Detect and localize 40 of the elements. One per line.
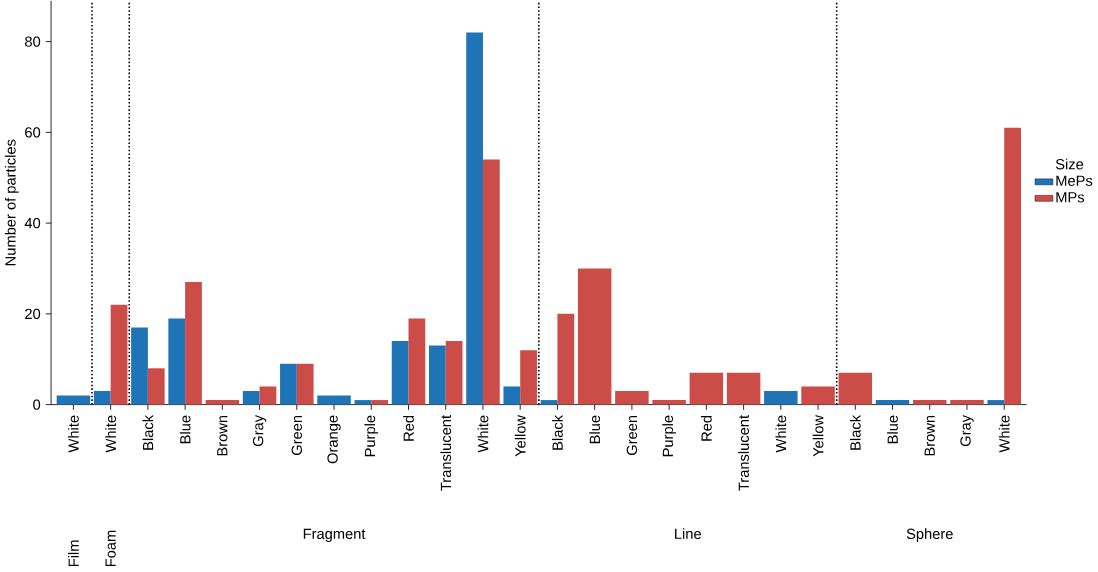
- legend-title: Size: [1055, 158, 1084, 170]
- legend-label: MPs: [1056, 191, 1085, 203]
- x-tick-label: White: [775, 415, 787, 453]
- x-tick-label: Black: [142, 414, 154, 450]
- x-tick-label: Purple: [364, 415, 379, 456]
- x-tick-label: Black: [552, 414, 563, 450]
- x-tick-label: White: [998, 415, 1010, 453]
- text: Line: [675, 528, 701, 539]
- x-tick-label: Gray: [960, 414, 974, 446]
- x-tick-label: Blue: [887, 415, 898, 443]
- text: Foam: [105, 530, 116, 566]
- legend-label: MePs: [1056, 175, 1093, 186]
- y-tick-label: 20: [25, 308, 41, 319]
- x-tick-label: Blue: [589, 415, 601, 443]
- text: Film: [68, 540, 79, 566]
- y-tick-label: 40: [24, 217, 41, 229]
- x-tick-label: Green: [291, 415, 303, 455]
- y-axis-title: Number of particles: [4, 139, 19, 265]
- x-tick-label: Green: [626, 415, 638, 455]
- x-tick-label: Black: [849, 414, 861, 450]
- x-tick-label: Brown: [217, 415, 228, 456]
- text: Fragment: [303, 528, 366, 542]
- x-tick-label: Translucent: [738, 414, 749, 491]
- x-tick-label: Red: [700, 415, 712, 441]
- x-tick-label: Purple: [662, 415, 676, 456]
- x-tick-label: Gray: [252, 414, 267, 446]
- x-tick-label: Red: [403, 415, 414, 441]
- x-tick-label: Orange: [327, 415, 341, 464]
- text: Sphere: [906, 528, 953, 542]
- y-tick-label: 0: [33, 399, 41, 410]
- x-tick-label: Translucent: [440, 414, 452, 491]
- x-tick-label: Yellow: [812, 414, 824, 457]
- y-tick-label: 60: [25, 126, 41, 138]
- x-tick-label: White: [105, 415, 117, 453]
- x-tick-label: Brown: [924, 415, 935, 456]
- y-tick-label: 80: [25, 36, 41, 47]
- x-tick-label: Blue: [179, 415, 191, 443]
- x-tick-label: Yellow: [514, 414, 526, 457]
- x-tick-label: White: [477, 415, 489, 453]
- x-tick-label: White: [68, 415, 79, 453]
